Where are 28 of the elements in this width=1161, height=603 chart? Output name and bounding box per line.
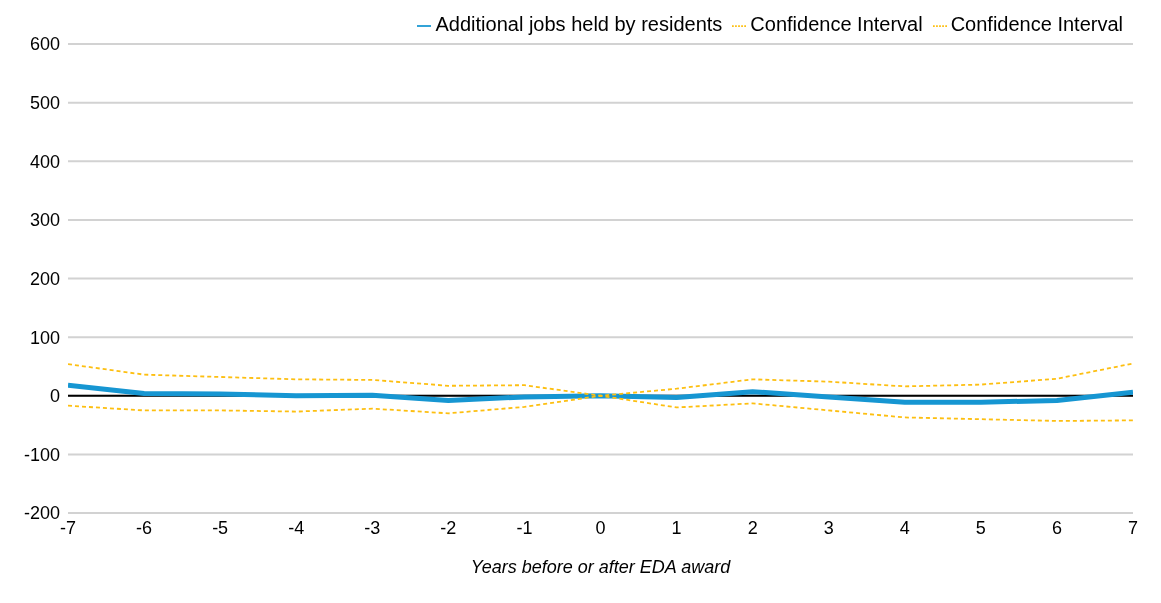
- x-tick-label: -6: [136, 517, 153, 538]
- x-tick-label: 3: [823, 517, 834, 538]
- y-tick-label: 500: [29, 93, 60, 114]
- y-tick-label: 200: [29, 268, 60, 289]
- y-tick-label: -200: [23, 503, 60, 524]
- y-tick-label: 300: [29, 210, 60, 231]
- y-tick-label: 600: [29, 34, 60, 55]
- x-tick-label: -1: [516, 517, 533, 538]
- x-tick-label: -7: [59, 517, 77, 538]
- y-tick-label: 0: [49, 386, 60, 407]
- y-tick-label: 400: [29, 151, 60, 172]
- x-tick-label: -2: [440, 517, 457, 538]
- y-tick-label: -100: [23, 444, 60, 465]
- x-tick-label: 6: [1051, 517, 1062, 538]
- y-tick-label: 100: [29, 327, 60, 348]
- legend-label: Confidence Interval: [750, 13, 923, 35]
- x-tick-label: -5: [212, 517, 229, 538]
- x-tick-label: -4: [288, 517, 305, 538]
- x-tick-label: 4: [899, 517, 910, 538]
- x-tick-label: 7: [1127, 517, 1139, 538]
- x-tick-label: -3: [364, 517, 381, 538]
- legend-label: Confidence Interval: [950, 13, 1123, 35]
- x-tick-label: 5: [975, 517, 986, 538]
- x-axis-title: Years before or after EDA award: [470, 557, 732, 577]
- legend-label: Additional jobs held by residents: [435, 13, 723, 35]
- x-tick-label: 1: [671, 517, 682, 538]
- x-tick-label: 0: [595, 517, 606, 538]
- x-tick-label: 2: [747, 517, 758, 538]
